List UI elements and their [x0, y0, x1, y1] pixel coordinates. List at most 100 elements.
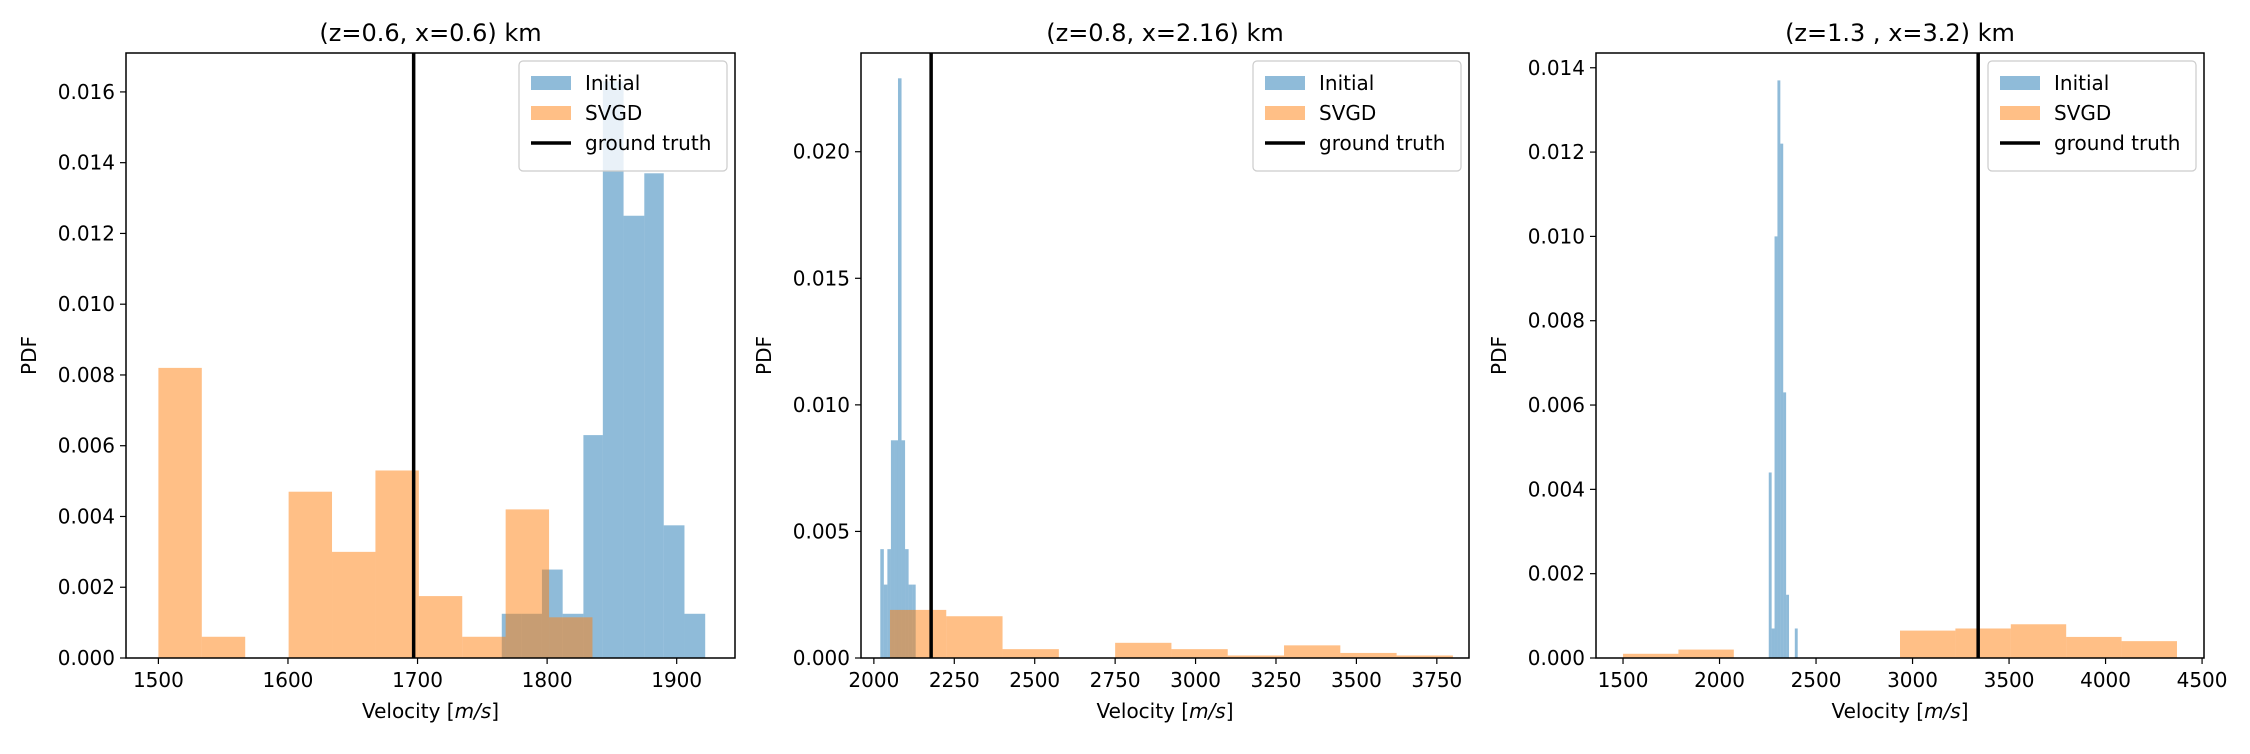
- hist-bar-svgd: [1340, 652, 1397, 658]
- x-tick-label: 2000: [848, 668, 899, 692]
- x-tick-label: 3500: [1984, 668, 2035, 692]
- y-tick-label: 0.000: [1528, 646, 1585, 670]
- hist-bar-initial: [1774, 236, 1778, 658]
- hist-bar-svgd: [1623, 653, 1679, 658]
- legend-entry-svgd-swatch: [1265, 106, 1305, 120]
- subplot-middle: 2000 2250 2500 2750 3000 3250 3500 3750 0.000 0.0…: [752, 19, 1470, 723]
- legend-entry-initial-swatch: [2000, 76, 2040, 90]
- y-tick-label: 0.004: [58, 504, 115, 528]
- legend-entry-initial-swatch: [531, 76, 571, 90]
- hist-bar-initial: [1783, 392, 1787, 658]
- y-tick-label: 0.012: [1528, 140, 1585, 164]
- hist-bar-svgd: [1284, 645, 1341, 658]
- hist-bar-svgd: [549, 617, 593, 658]
- y-tick-label: 0.015: [793, 266, 850, 290]
- y-tick-label: 0.002: [58, 575, 115, 599]
- hist-bar-initial: [663, 525, 685, 658]
- hist-bar-initial: [880, 549, 884, 658]
- hist-bar-initial: [1771, 628, 1775, 658]
- hist-bar-initial: [1794, 628, 1798, 658]
- axes-frame: [1595, 52, 2205, 659]
- hist-bar-initial: [897, 78, 902, 659]
- y-axis-label: PDF: [17, 336, 41, 375]
- x-tick-label: 1800: [522, 668, 573, 692]
- legend-entry-svgd-label: SVGD: [1319, 101, 1376, 125]
- subplot-title: (z=1.3 , x=3.2) km: [1785, 19, 2015, 47]
- series-svgd: [1623, 624, 2177, 658]
- x-tick-label: 3500: [1331, 668, 1382, 692]
- y-axis-label: PDF: [1487, 336, 1511, 375]
- hist-bar-svgd: [2066, 636, 2122, 658]
- series-svgd: [889, 609, 1453, 658]
- hist-bar-svgd: [946, 616, 1003, 658]
- legend-entry-initial-label: Initial: [585, 71, 640, 95]
- hist-bar-svgd: [462, 636, 506, 658]
- hist-bar-initial: [1768, 472, 1772, 658]
- y-tick-label: 0.014: [58, 151, 115, 175]
- hist-bar-initial: [583, 435, 603, 658]
- hist-bar-initial: [890, 440, 895, 658]
- hist-bar-initial: [623, 215, 645, 658]
- y-tick-label: 0.006: [58, 434, 115, 458]
- y-tick-label: 0.000: [793, 646, 850, 670]
- legend-entry-initial-swatch: [1265, 76, 1305, 90]
- legend-entry-ground-truth-label: ground truth: [2054, 131, 2180, 155]
- hist-bar-initial: [1780, 143, 1784, 658]
- axes-frame: [125, 52, 736, 659]
- legend-entry-initial-label: Initial: [2054, 71, 2109, 95]
- x-axis-label: Velocity [m/s]: [1096, 699, 1233, 723]
- hist-bar-initial: [644, 173, 664, 658]
- x-tick-label: 4500: [2177, 668, 2228, 692]
- subplot-left: 1500 1600 1700 1800 1900 0.000 0.002 0.004 0.006…: [17, 19, 736, 723]
- legend-entry-ground-truth-label: ground truth: [585, 131, 711, 155]
- hist-bar-svgd: [375, 470, 419, 658]
- hist-bar-svgd: [505, 509, 550, 658]
- x-tick-label: 2750: [1090, 668, 1141, 692]
- y-tick-label: 0.000: [58, 646, 115, 670]
- x-tick-label: 2000: [1694, 668, 1745, 692]
- x-tick-label: 2250: [929, 668, 980, 692]
- subplot-right: 1500 2000 2500 3000 3500 4000 4500 0.000 0.002 0.…: [1487, 19, 2228, 723]
- legend-entry-svgd-label: SVGD: [585, 101, 642, 125]
- subplot-title: (z=0.6, x=0.6) km: [319, 19, 541, 47]
- x-axis-label: Velocity [m/s]: [362, 699, 499, 723]
- legend-entry-svgd-swatch: [2000, 106, 2040, 120]
- hist-bar-svgd: [332, 551, 376, 658]
- x-tick-label: 3000: [1887, 668, 1938, 692]
- y-axis-label: PDF: [752, 336, 776, 375]
- hist-bar-svgd: [1396, 655, 1453, 658]
- hist-bar-svgd: [1227, 655, 1285, 658]
- hist-bar-initial: [1777, 80, 1781, 659]
- y-tick-label: 0.008: [58, 363, 115, 387]
- hist-bar-initial: [887, 549, 891, 658]
- x-tick-label: 4000: [2080, 668, 2131, 692]
- hist-bar-initial: [1786, 594, 1790, 658]
- x-tick-label: 1700: [392, 668, 443, 692]
- y-tick-label: 0.002: [1528, 562, 1585, 586]
- series-initial: [1768, 80, 1798, 659]
- hist-bar-svgd: [2121, 641, 2177, 658]
- y-tick-label: 0.010: [58, 292, 115, 316]
- axes-frame: [860, 52, 1470, 659]
- hist-bar-svgd: [889, 609, 947, 658]
- y-tick-label: 0.014: [1528, 56, 1585, 80]
- hist-bar-initial: [883, 584, 888, 658]
- hist-bar-svgd: [1171, 649, 1228, 658]
- legend-entry-ground-truth-label: ground truth: [1319, 131, 1445, 155]
- x-tick-label: 3000: [1170, 668, 1221, 692]
- legend: Initial SVGD ground truth: [1987, 60, 2197, 172]
- series-svgd: [158, 367, 593, 658]
- hist-bar-initial: [905, 549, 909, 658]
- y-tick-label: 0.016: [58, 80, 115, 104]
- hist-bar-initial: [901, 440, 906, 658]
- x-axis-label: Velocity [m/s]: [1831, 699, 1968, 723]
- legend-entry-svgd-swatch: [531, 106, 571, 120]
- x-tick-label: 2500: [1791, 668, 1842, 692]
- y-tick-label: 0.020: [793, 140, 850, 164]
- x-tick-label: 1500: [133, 668, 184, 692]
- y-tick-label: 0.005: [793, 519, 850, 543]
- x-tick-label: 3250: [1251, 668, 1302, 692]
- x-tick-label: 1900: [651, 668, 702, 692]
